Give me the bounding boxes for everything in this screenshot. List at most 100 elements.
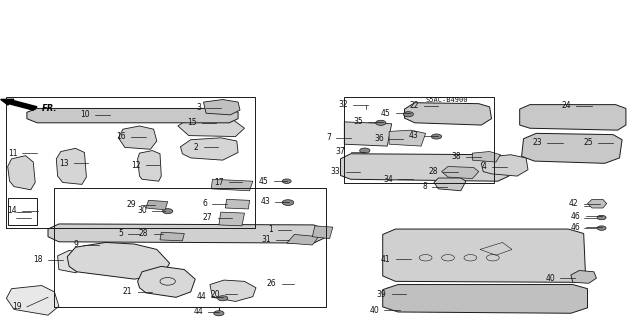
Text: 14: 14	[8, 206, 17, 215]
Text: 7: 7	[326, 133, 331, 142]
Polygon shape	[522, 133, 622, 163]
Text: 27: 27	[203, 213, 212, 222]
Circle shape	[376, 120, 386, 125]
Polygon shape	[146, 200, 168, 210]
Circle shape	[282, 200, 294, 205]
Polygon shape	[8, 156, 35, 190]
Polygon shape	[344, 122, 392, 146]
FancyArrow shape	[1, 99, 37, 110]
Polygon shape	[588, 199, 607, 208]
Text: 43: 43	[260, 197, 270, 206]
Text: 4: 4	[481, 162, 486, 171]
Text: 24: 24	[561, 101, 571, 110]
Text: 1: 1	[269, 225, 273, 234]
Text: 38: 38	[451, 152, 461, 161]
Polygon shape	[58, 250, 86, 273]
Text: 30: 30	[138, 206, 147, 215]
Text: 44: 44	[193, 308, 203, 316]
Text: 2: 2	[194, 143, 198, 152]
Text: 32: 32	[339, 100, 348, 109]
Polygon shape	[160, 232, 184, 241]
Polygon shape	[178, 119, 244, 137]
Polygon shape	[180, 138, 238, 160]
Text: 6: 6	[202, 199, 207, 208]
Text: 35: 35	[353, 117, 363, 126]
Text: 37: 37	[336, 147, 346, 156]
Text: 45: 45	[259, 177, 269, 186]
Polygon shape	[204, 100, 240, 115]
Circle shape	[282, 179, 291, 183]
Text: 43: 43	[409, 131, 419, 140]
Polygon shape	[383, 285, 588, 313]
Polygon shape	[6, 286, 59, 315]
Polygon shape	[211, 179, 253, 191]
Text: 5: 5	[118, 229, 123, 238]
Circle shape	[163, 209, 173, 214]
Polygon shape	[434, 178, 466, 191]
Text: 34: 34	[383, 175, 393, 184]
Polygon shape	[225, 199, 250, 209]
Text: 28: 28	[139, 229, 148, 238]
Text: 31: 31	[262, 235, 271, 244]
Text: 23: 23	[532, 138, 542, 147]
Circle shape	[597, 215, 606, 220]
Text: FR.: FR.	[42, 104, 57, 113]
Text: 39: 39	[377, 290, 387, 299]
Polygon shape	[312, 226, 333, 239]
Polygon shape	[138, 151, 161, 181]
Text: 46: 46	[571, 223, 580, 232]
Polygon shape	[210, 280, 256, 301]
Text: 40: 40	[545, 274, 555, 283]
Polygon shape	[571, 271, 596, 283]
Polygon shape	[138, 266, 195, 297]
Text: 8: 8	[422, 182, 427, 191]
Text: 20: 20	[211, 290, 220, 299]
Text: 15: 15	[187, 118, 196, 127]
Polygon shape	[389, 130, 426, 146]
Circle shape	[218, 296, 228, 301]
Polygon shape	[340, 154, 509, 181]
Polygon shape	[442, 167, 479, 179]
Polygon shape	[219, 212, 244, 226]
Text: 12: 12	[131, 161, 141, 170]
Polygon shape	[48, 224, 325, 243]
Text: 26: 26	[267, 279, 276, 288]
Text: 19: 19	[12, 302, 22, 311]
Text: 16: 16	[116, 132, 126, 141]
Text: 9: 9	[73, 241, 78, 249]
Polygon shape	[520, 105, 626, 130]
Circle shape	[403, 112, 413, 117]
Text: 21: 21	[123, 287, 132, 296]
Circle shape	[214, 311, 224, 316]
Text: 42: 42	[569, 199, 579, 208]
Text: 36: 36	[374, 134, 384, 143]
Polygon shape	[472, 152, 500, 162]
Polygon shape	[481, 155, 528, 176]
Polygon shape	[27, 108, 238, 123]
Text: 11: 11	[8, 149, 17, 158]
Circle shape	[431, 134, 442, 139]
Text: 3: 3	[196, 103, 201, 112]
Polygon shape	[67, 242, 170, 279]
Circle shape	[597, 226, 606, 230]
Text: 40: 40	[369, 306, 379, 315]
Text: 28: 28	[428, 167, 438, 176]
Polygon shape	[56, 148, 86, 184]
Text: 44: 44	[196, 292, 206, 301]
Text: 22: 22	[409, 101, 419, 110]
Text: 25: 25	[584, 138, 593, 147]
Polygon shape	[404, 103, 492, 125]
Circle shape	[360, 148, 370, 153]
Text: 29: 29	[126, 200, 136, 209]
Text: 10: 10	[80, 110, 90, 119]
Polygon shape	[118, 126, 157, 149]
Text: 17: 17	[214, 178, 224, 187]
Polygon shape	[287, 234, 319, 245]
Text: 18: 18	[33, 256, 43, 264]
Text: 46: 46	[571, 212, 580, 221]
Text: S5AC-B4900: S5AC-B4900	[426, 97, 468, 102]
Text: 41: 41	[381, 255, 390, 263]
Polygon shape	[383, 229, 586, 282]
Text: 33: 33	[331, 167, 340, 176]
Text: 45: 45	[381, 109, 390, 118]
